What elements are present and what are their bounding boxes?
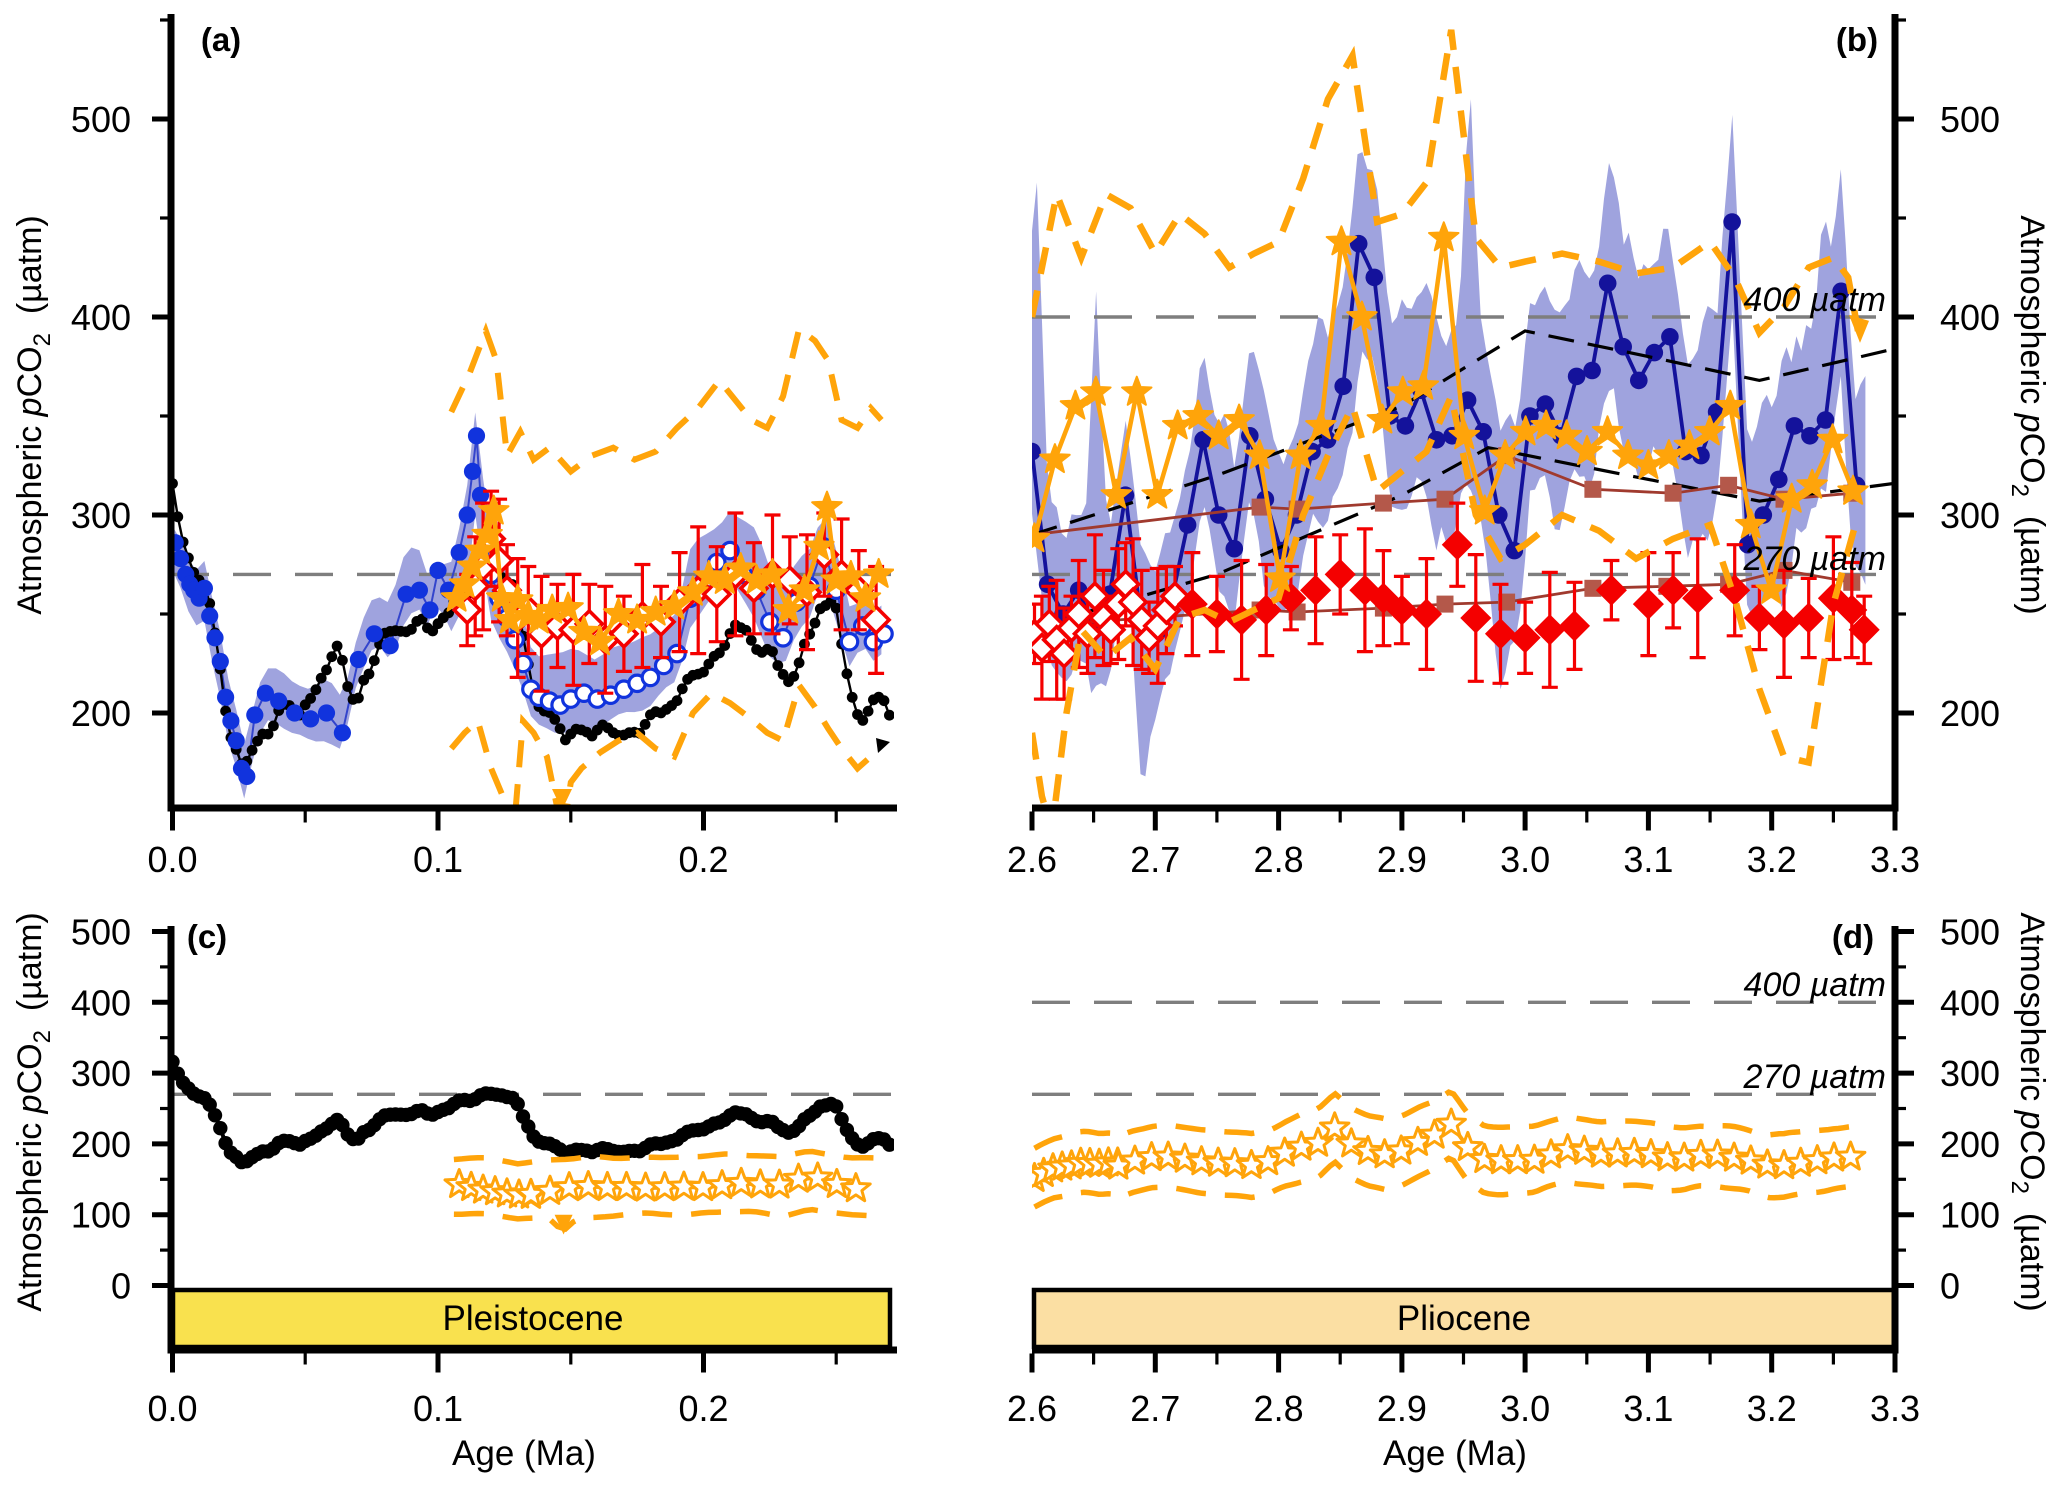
svg-text:500: 500 [71,912,131,953]
svg-text:200: 200 [1940,693,2000,734]
svg-text:100: 100 [1940,1195,2000,1236]
svg-text:0: 0 [1940,1266,1960,1307]
svg-text:500: 500 [71,99,131,140]
svg-text:2.7: 2.7 [1130,839,1180,880]
svg-text:400: 400 [1940,297,2000,338]
svg-text:0.1: 0.1 [413,839,463,880]
svg-text:2.7: 2.7 [1130,1388,1180,1429]
svg-text:Atmospheric pCO2 (µatm): Atmospheric pCO2 (µatm) [2006,215,2051,615]
svg-text:(a): (a) [201,21,241,58]
svg-text:(c): (c) [187,918,227,955]
svg-text:270 µatm: 270 µatm [1743,1058,1886,1096]
svg-text:270 µatm: 270 µatm [1743,540,1886,578]
svg-text:300: 300 [71,1053,131,1094]
svg-text:2.8: 2.8 [1254,1388,1304,1429]
svg-text:400 µatm: 400 µatm [1744,281,1886,319]
svg-text:300: 300 [1940,495,2000,536]
svg-text:200: 200 [1940,1124,2000,1165]
svg-text:Pleistocene: Pleistocene [443,1299,624,1338]
svg-text:0.0: 0.0 [147,839,197,880]
svg-text:2.9: 2.9 [1377,1388,1427,1429]
svg-text:0.2: 0.2 [678,1388,728,1429]
svg-text:3.1: 3.1 [1623,839,1673,880]
svg-text:2.8: 2.8 [1254,839,1304,880]
svg-text:3.1: 3.1 [1623,1388,1673,1429]
svg-text:Age (Ma): Age (Ma) [452,1434,596,1473]
svg-text:Atmospheric pCO2 (µatm): Atmospheric pCO2 (µatm) [2006,912,2051,1312]
svg-text:400: 400 [71,297,131,338]
svg-text:2.9: 2.9 [1377,839,1427,880]
svg-text:Pliocene: Pliocene [1397,1299,1531,1338]
svg-text:0.1: 0.1 [413,1388,463,1429]
svg-text:500: 500 [1940,912,2000,953]
svg-text:400: 400 [1940,982,2000,1023]
svg-text:3.2: 3.2 [1747,839,1797,880]
svg-text:400 µatm: 400 µatm [1744,966,1886,1004]
svg-text:(b): (b) [1836,21,1878,58]
svg-text:3.3: 3.3 [1870,1388,1920,1429]
svg-text:100: 100 [71,1195,131,1236]
svg-text:0.2: 0.2 [678,839,728,880]
svg-text:Age (Ma): Age (Ma) [1383,1434,1527,1473]
svg-text:3.2: 3.2 [1747,1388,1797,1429]
svg-text:Atmospheric pCO2 (µatm): Atmospheric pCO2 (µatm) [11,912,56,1312]
svg-text:300: 300 [71,495,131,536]
svg-text:Atmospheric pCO2 (µatm): Atmospheric pCO2 (µatm) [11,215,56,615]
svg-text:300: 300 [1940,1053,2000,1094]
svg-text:200: 200 [71,693,131,734]
svg-text:500: 500 [1940,99,2000,140]
svg-text:0: 0 [111,1266,131,1307]
svg-text:3.0: 3.0 [1500,1388,1550,1429]
svg-text:2.6: 2.6 [1007,839,1057,880]
svg-text:200: 200 [71,1124,131,1165]
svg-text:400: 400 [71,982,131,1023]
svg-text:2.6: 2.6 [1007,1388,1057,1429]
svg-text:3.3: 3.3 [1870,839,1920,880]
svg-text:(d): (d) [1832,918,1874,955]
svg-text:0.0: 0.0 [147,1388,197,1429]
svg-text:3.0: 3.0 [1500,839,1550,880]
